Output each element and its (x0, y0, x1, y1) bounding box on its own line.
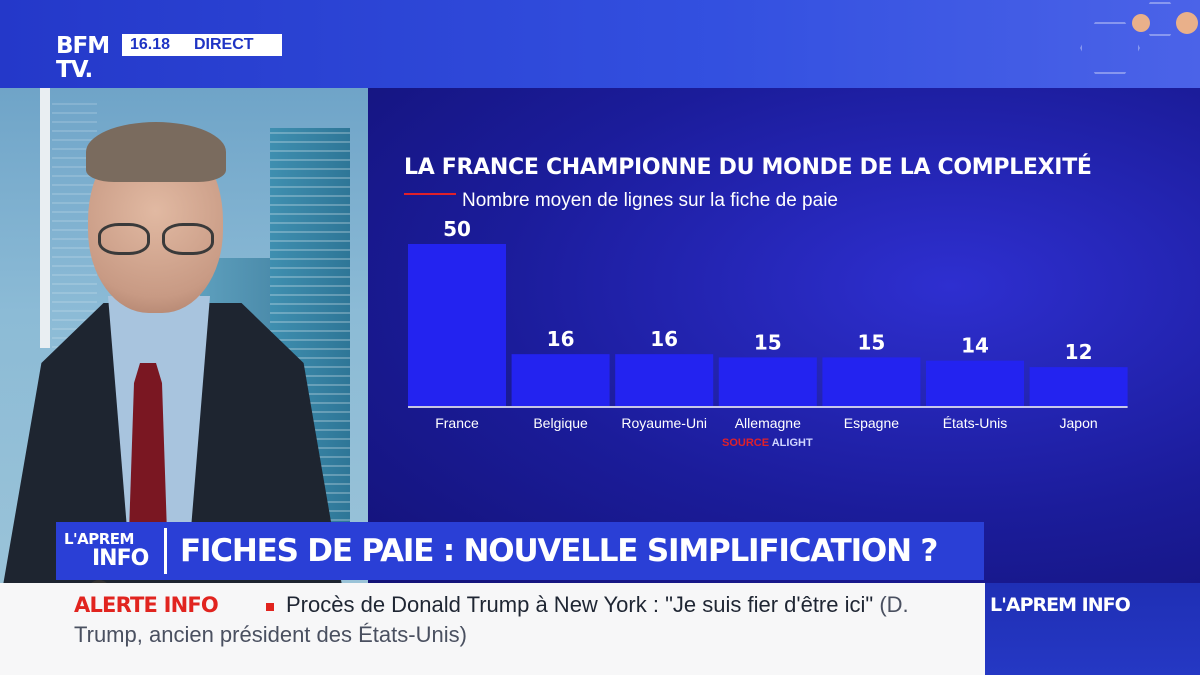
alert-dot-icon (266, 603, 274, 611)
chart-subtitle: Nombre moyen de lignes sur la fiche de p… (462, 190, 838, 211)
program-logo-line-2: INFO (92, 546, 149, 571)
presenter-glasses (96, 223, 218, 257)
chart-panel (368, 88, 1200, 583)
bar-2 (615, 354, 714, 406)
category-label-3: Allemagne (735, 415, 801, 431)
bar-0 (408, 244, 506, 406)
bar-4 (822, 357, 921, 406)
bar-6 (1029, 367, 1128, 406)
clock-box: 16.18 DIRECT (122, 34, 282, 56)
data-label-0: 50 (443, 217, 471, 241)
category-label-1: Belgique (533, 415, 588, 431)
data-label-2: 16 (650, 327, 678, 351)
chart-source: SOURCE ALIGHT (722, 437, 813, 449)
category-label-2: Royaume-Uni (621, 415, 707, 431)
source-name: ALIGHT (771, 437, 813, 449)
program-logo-line-1: L'APREM (64, 530, 134, 548)
source-label: SOURCE (722, 437, 770, 449)
data-label-6: 12 (1065, 340, 1093, 364)
headline-band (56, 522, 984, 580)
data-label-3: 15 (754, 330, 782, 354)
data-label-1: 16 (547, 327, 575, 351)
alert-label: ALERTE INFO (74, 593, 219, 617)
chart-title: LA FRANCE CHAMPIONNE DU MONDE DE LA COMP… (404, 155, 1092, 180)
live-label: DIRECT (194, 36, 254, 53)
bar-5 (926, 360, 1024, 406)
clock-time: 16.18 (130, 36, 171, 53)
presenter-video (0, 88, 370, 588)
channel-logo: BFM TV. (56, 34, 114, 84)
ticker-lead: Procès de Donald Trump à New York : "Je … (286, 592, 874, 617)
dot-decoration-icon (1132, 14, 1150, 32)
program-logo: L'APREM INFO (60, 530, 164, 574)
headline-text: FICHES DE PAIE : NOUVELLE SIMPLIFICATION… (180, 533, 938, 569)
hexagon-decoration-icon (1080, 22, 1140, 74)
ticker-text: Procès de Donald Trump à New York : "Je … (74, 590, 974, 650)
presenter-hair (86, 122, 226, 182)
title-accent-line (404, 193, 456, 195)
ticker-attribution: (D. Trump, ancien président des États-Un… (74, 592, 909, 647)
logo-line-2: TV. (56, 57, 93, 83)
mast-illustration (40, 88, 50, 348)
news-ticker (0, 583, 985, 675)
brand-label: L'APREM INFO (990, 594, 1131, 616)
logo-line-1: BFM (56, 33, 110, 59)
category-label-5: États-Unis (943, 415, 1008, 431)
dot-decoration-icon (1176, 12, 1198, 34)
bar-chart: 50 France 16 Belgique 16 Royaume-Uni 15 Allemag… (408, 217, 1128, 431)
category-label-4: Espagne (844, 415, 899, 431)
headline-divider (164, 528, 167, 574)
brand-box (985, 583, 1200, 675)
category-label-6: Japon (1060, 415, 1098, 431)
data-label-5: 14 (961, 334, 989, 358)
category-label-0: France (435, 415, 479, 431)
data-label-4: 15 (857, 330, 885, 354)
bar-1 (511, 354, 610, 406)
bar-3 (718, 357, 817, 406)
